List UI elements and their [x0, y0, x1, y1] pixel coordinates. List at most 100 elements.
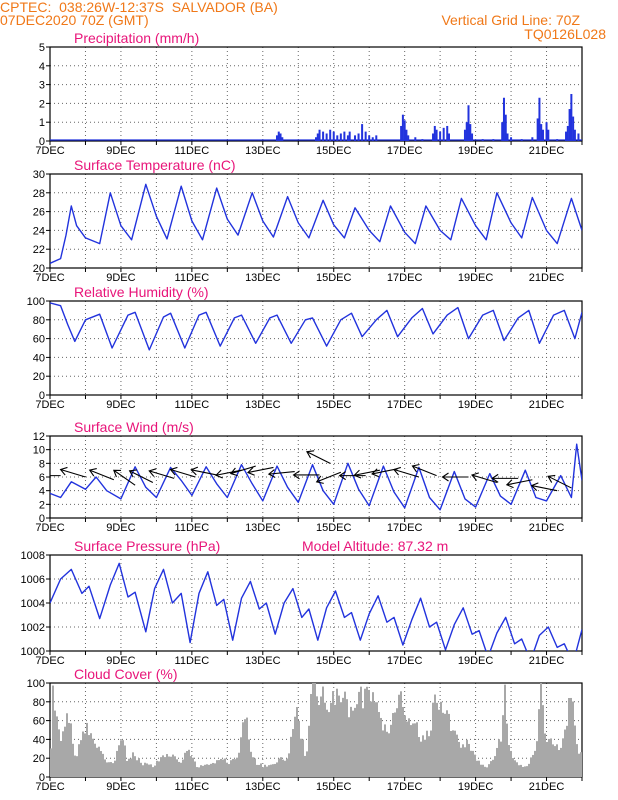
y-tick-label: 2: [39, 98, 45, 110]
cloud-bar: [508, 745, 510, 777]
precip-bar: [448, 133, 450, 141]
cloud-bar: [212, 762, 214, 777]
cloud-bar: [484, 766, 486, 777]
wind-arrow: [169, 466, 196, 478]
precip-bar: [566, 125, 569, 141]
cloud-bar: [510, 750, 512, 777]
cloud-bar: [144, 762, 146, 777]
cloud-bar: [240, 737, 242, 777]
precip-bar: [463, 129, 466, 141]
cloud-bar: [302, 739, 304, 777]
precip-bar: [432, 133, 435, 141]
cloud-bar: [218, 760, 220, 777]
cloud-bar: [316, 696, 318, 777]
cloud-bar: [184, 752, 186, 777]
precip-bar: [547, 129, 550, 141]
cloud-bar: [502, 715, 504, 777]
x-tick-label: 19DEC: [458, 781, 494, 793]
precip-bar: [502, 97, 505, 141]
panel-cloud-cover: 0 20 40 60 80 100 7DEC 9DEC 11DEC 13DEC 15DEC 17DEC…: [27, 666, 583, 793]
cloud-bar: [128, 758, 130, 777]
precip-bar: [348, 131, 351, 141]
cloud-bar: [146, 763, 148, 777]
cloud-bar: [262, 767, 264, 777]
cloud-bar: [270, 764, 272, 777]
cloud-bar: [248, 739, 250, 777]
y-tick-label: 0: [39, 390, 45, 402]
cloud-bar: [78, 744, 80, 777]
cloud-bar: [138, 758, 140, 777]
precip-bar: [471, 133, 474, 141]
y-tick-label: 1004: [21, 598, 45, 610]
wind-arrow: [113, 469, 136, 486]
cloud-bar: [118, 745, 120, 777]
x-tick-label: 17DEC: [387, 272, 423, 284]
cloud-bar: [102, 753, 104, 777]
cloud-bar: [430, 730, 432, 777]
precip-bar: [368, 135, 371, 141]
precip-bar: [357, 133, 360, 141]
cloud-bar: [176, 759, 178, 777]
cloud-bar: [196, 767, 198, 777]
cloud-bar: [110, 762, 112, 777]
x-tick-label: 11DEC: [175, 655, 210, 667]
cloud-bar: [190, 756, 192, 777]
cloud-bar: [514, 760, 516, 777]
cloud-bar: [124, 745, 126, 777]
cloud-bar: [464, 747, 466, 777]
cloud-bar: [234, 759, 236, 777]
wind-arrow: [471, 472, 498, 483]
x-tick-label: 11DEC: [175, 781, 210, 793]
precip-bar: [364, 131, 367, 141]
y-tick-label: 20: [33, 371, 45, 383]
precip-bar: [346, 135, 349, 141]
cloud-bar: [136, 760, 138, 777]
precip-bar: [467, 105, 470, 141]
y-tick-label: 24: [33, 225, 45, 237]
cloud-bar: [132, 752, 134, 777]
cloud-bar: [164, 757, 166, 777]
x-tick-label: 13DEC: [245, 655, 281, 667]
precip-bar: [329, 129, 332, 141]
x-tick-label: 15DEC: [316, 145, 352, 157]
cloud-bar: [412, 723, 414, 777]
precip-bar: [322, 131, 325, 141]
wind-arrow: [190, 466, 217, 476]
cloud-bar: [172, 754, 174, 777]
cloud-bar: [416, 722, 418, 777]
panel-title: Cloud Cover (%): [74, 666, 177, 682]
x-tick-label: 7DEC: [35, 399, 64, 411]
cloud-bar: [194, 761, 196, 777]
cloud-bar: [74, 755, 76, 777]
cloud-bar: [476, 760, 478, 777]
cloud-bar: [406, 721, 408, 777]
x-tick-label: 21DEC: [529, 399, 565, 411]
cloud-bar: [336, 688, 338, 777]
cloud-bar: [382, 730, 384, 777]
cloud-bar: [576, 744, 578, 777]
cloud-bar: [386, 731, 388, 777]
cloud-bar: [156, 760, 158, 777]
precip-bar: [506, 133, 509, 141]
panel-frame: [49, 173, 583, 269]
x-tick-label: 19DEC: [458, 272, 494, 284]
y-tick-label: 5: [39, 42, 45, 54]
cloud-bar: [356, 704, 358, 777]
y-tick-label: 80: [33, 315, 45, 327]
cloud-bar: [296, 707, 298, 777]
precip-bar: [433, 125, 436, 141]
cloud-bar: [534, 750, 536, 777]
cloud-bar: [70, 723, 72, 777]
cloud-bar: [280, 757, 282, 777]
cloud-bar: [354, 707, 356, 777]
cloud-bar: [458, 741, 460, 777]
cloud-bar: [372, 692, 374, 777]
cloud-bar: [238, 752, 240, 777]
cloud-bar: [158, 761, 160, 777]
cloud-bar: [312, 683, 314, 777]
y-tick-label: 30: [33, 169, 45, 181]
cloud-bar: [500, 741, 502, 777]
product-code: TQ0126L028: [524, 26, 606, 42]
cloud-bar: [86, 722, 88, 777]
x-tick-label: 9DEC: [106, 272, 135, 284]
